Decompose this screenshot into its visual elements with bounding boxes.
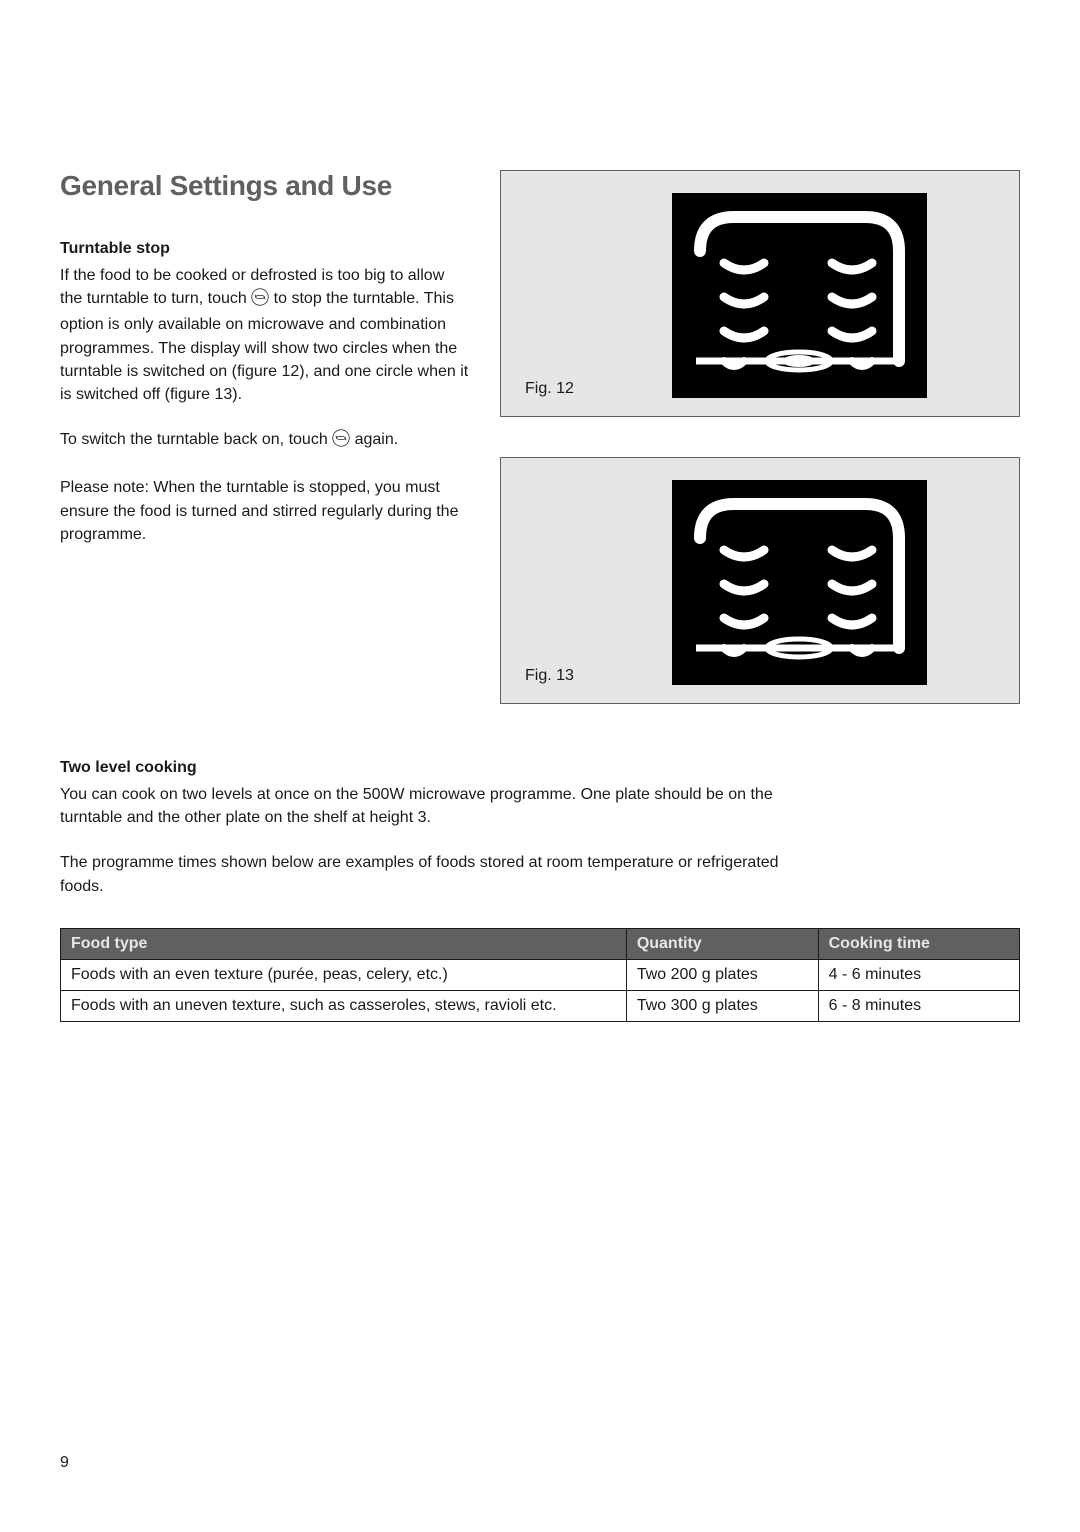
- turntable-stop-icon: [332, 429, 350, 454]
- right-column: Fig. 12: [500, 170, 1020, 704]
- table-row: Foods with an uneven texture, such as ca…: [61, 990, 1020, 1021]
- document-page: General Settings and Use Turntable stop …: [0, 0, 1080, 1532]
- section-heading-turntable: Turntable stop: [60, 240, 470, 258]
- table-header-row: Food type Quantity Cooking time: [61, 928, 1020, 959]
- section-heading-two-level: Two level cooking: [60, 759, 1020, 777]
- figure-13: Fig. 13: [500, 457, 1020, 704]
- text-fragment: To switch the turntable back on, touch: [60, 431, 332, 448]
- figure-caption: Fig. 12: [525, 380, 574, 398]
- turntable-paragraph-2: To switch the turntable back on, touch a…: [60, 428, 470, 454]
- table-header-time: Cooking time: [818, 928, 1019, 959]
- table-header-food: Food type: [61, 928, 627, 959]
- figure-caption: Fig. 13: [525, 667, 574, 685]
- figure-12: Fig. 12: [500, 170, 1020, 417]
- cell-food: Foods with an uneven texture, such as ca…: [61, 990, 627, 1021]
- cell-time: 6 - 8 minutes: [818, 990, 1019, 1021]
- two-level-paragraph-1: You can cook on two levels at once on th…: [60, 783, 780, 829]
- turntable-stop-icon: [251, 288, 269, 313]
- cell-qty: Two 200 g plates: [626, 959, 818, 990]
- table-row: Foods with an even texture (purée, peas,…: [61, 959, 1020, 990]
- page-number: 9: [60, 1454, 69, 1472]
- turntable-paragraph-1: If the food to be cooked or defrosted is…: [60, 264, 470, 406]
- microwave-display-icon: [604, 480, 995, 685]
- left-column: General Settings and Use Turntable stop …: [60, 170, 470, 704]
- table-header-quantity: Quantity: [626, 928, 818, 959]
- two-column-layout: General Settings and Use Turntable stop …: [60, 170, 1020, 704]
- turntable-paragraph-3: Please note: When the turntable is stopp…: [60, 476, 470, 546]
- cell-food: Foods with an even texture (purée, peas,…: [61, 959, 627, 990]
- text-fragment: again.: [350, 431, 398, 448]
- microwave-display-icon: [604, 193, 995, 398]
- cooking-times-table: Food type Quantity Cooking time Foods wi…: [60, 928, 1020, 1022]
- page-title: General Settings and Use: [60, 170, 470, 202]
- two-level-paragraph-2: The programme times shown below are exam…: [60, 851, 780, 897]
- cell-time: 4 - 6 minutes: [818, 959, 1019, 990]
- cell-qty: Two 300 g plates: [626, 990, 818, 1021]
- section-two-level-cooking: Two level cooking You can cook on two le…: [60, 759, 1020, 1022]
